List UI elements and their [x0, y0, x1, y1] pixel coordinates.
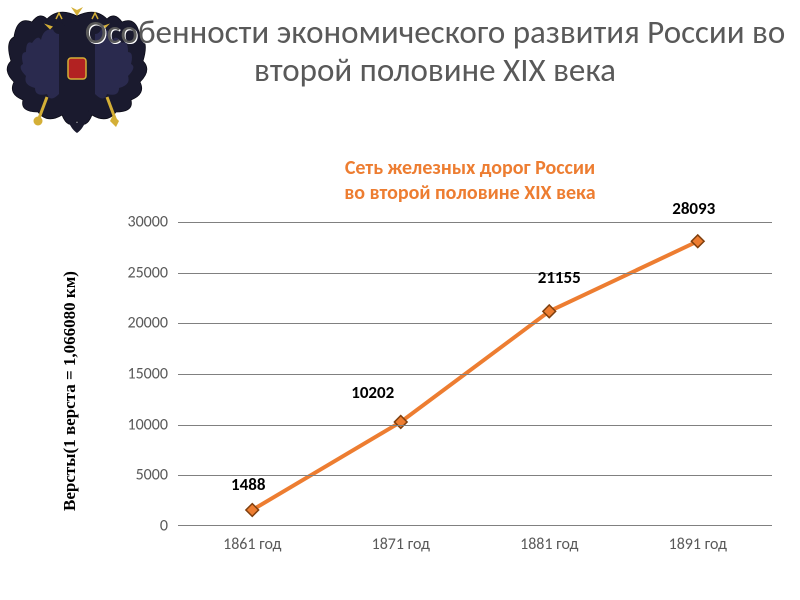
value-label: 10202 — [351, 382, 394, 403]
value-label: 28093 — [672, 198, 715, 219]
y-axis-label-wrap: Версты(1 верста = 1,066080 км) — [55, 230, 85, 552]
series-line — [252, 241, 698, 510]
data-marker — [691, 235, 704, 248]
y-tick: 15000 — [88, 365, 168, 384]
subtitle-line2: во второй половине XIX века — [200, 181, 740, 206]
gridline — [178, 425, 772, 426]
subtitle-wrap: Сеть железных дорог России во второй пол… — [200, 156, 740, 206]
x-tick: 1891 год — [669, 535, 727, 554]
subtitle-line1: Сеть железных дорог России — [200, 156, 740, 181]
y-tick: 10000 — [88, 415, 168, 434]
y-tick: 0 — [88, 517, 168, 536]
chart-area: 1861 год 1871 год 1881 год 1891 год 0 5000 10… — [88, 222, 782, 554]
gridline — [178, 323, 772, 324]
gridline — [178, 222, 772, 223]
gridline — [178, 475, 772, 476]
y-tick: 30000 — [88, 213, 168, 232]
main-title-wrap: Особенности экономического развития Росс… — [70, 14, 800, 90]
y-tick: 25000 — [88, 263, 168, 282]
x-tick: 1871 год — [372, 535, 430, 554]
y-tick: 20000 — [88, 314, 168, 333]
gridline — [178, 374, 772, 375]
y-axis-label: Версты(1 верста = 1,066080 км) — [60, 271, 80, 511]
main-title: Особенности экономического развития Росс… — [70, 14, 800, 90]
value-label: 21155 — [538, 267, 581, 288]
y-tick: 5000 — [88, 466, 168, 485]
gridline — [178, 273, 772, 274]
value-label: 1488 — [231, 474, 265, 495]
x-tick: 1881 год — [520, 535, 578, 554]
x-tick: 1861 год — [223, 535, 281, 554]
